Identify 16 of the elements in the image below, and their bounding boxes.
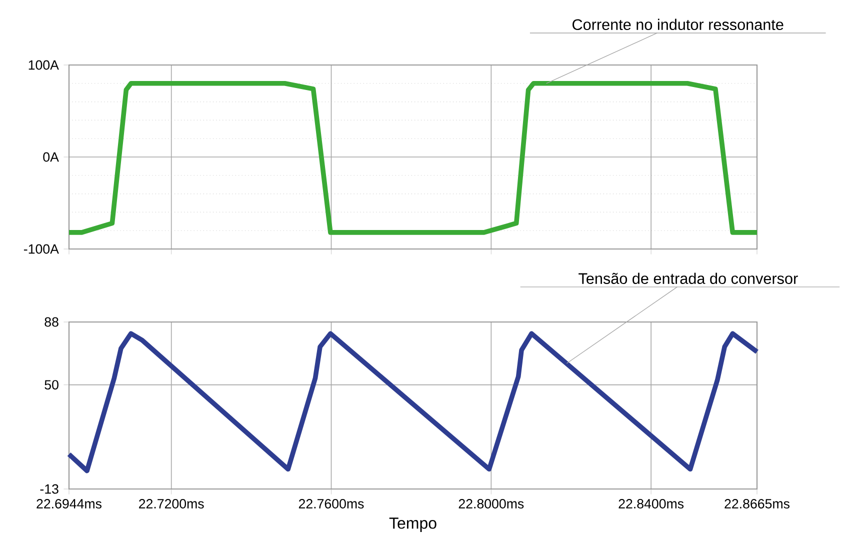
x-tick-label: 22.7600ms xyxy=(298,499,364,508)
annotation: Tensão de entrada do conversor xyxy=(578,272,798,284)
y-tick-label: 100A xyxy=(28,60,59,70)
x-axis-title: Tempo xyxy=(389,518,436,532)
y-tick-label: 88 xyxy=(44,317,58,327)
x-tick-label: 22.8000ms xyxy=(458,499,524,508)
y-tick-label: -13 xyxy=(40,484,58,494)
x-tick-label: 22.6944ms xyxy=(36,499,102,508)
x-tick-label: 22.8665ms xyxy=(724,499,790,508)
y-tick-label: 0A xyxy=(43,152,59,162)
y-tick-label: -100A xyxy=(24,244,59,254)
annotation: Corrente no indutor ressonante xyxy=(572,18,784,30)
x-tick-label: 22.8400ms xyxy=(618,499,684,508)
line-series xyxy=(66,331,760,474)
y-tick-label: 50 xyxy=(44,380,58,390)
x-tick-label: 22.7200ms xyxy=(139,499,204,508)
